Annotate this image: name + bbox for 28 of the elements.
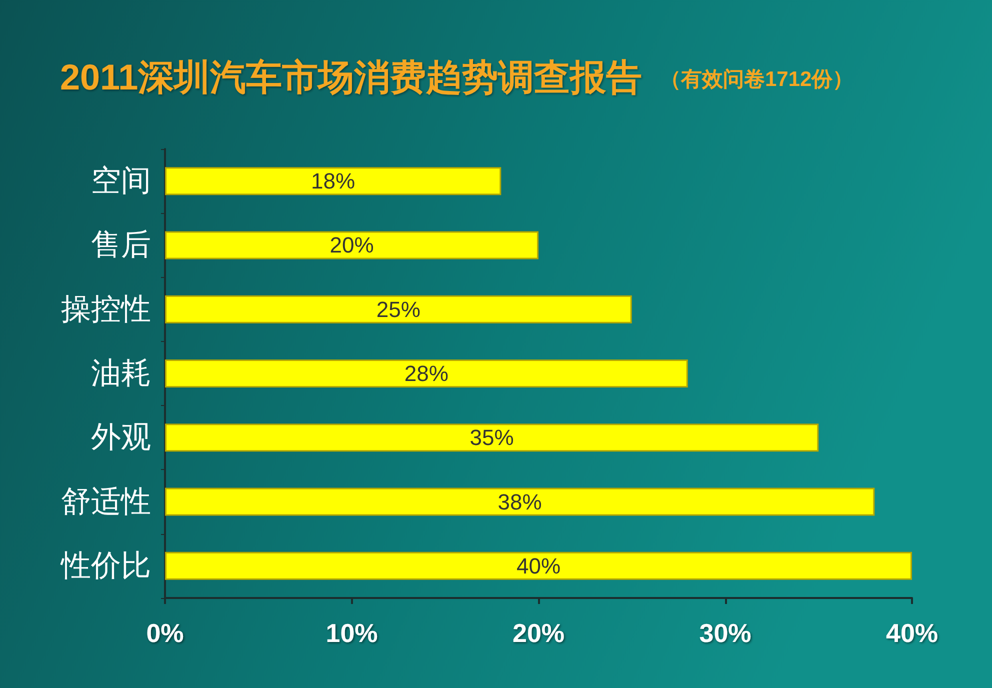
chart-subtitle: （有效问卷1712份） — [660, 68, 854, 91]
bar — [165, 360, 688, 388]
bar — [165, 424, 819, 452]
bar — [165, 167, 502, 196]
x-tick-label: 40% — [886, 618, 938, 648]
data-label: 18% — [311, 168, 356, 194]
y-tick-label: 舒适性 — [61, 485, 151, 518]
y-tick-label: 油耗 — [91, 357, 151, 390]
bar — [165, 295, 632, 324]
data-label: 40% — [516, 553, 561, 578]
x-tick-label: 0% — [146, 618, 184, 648]
x-tick-label: 30% — [699, 618, 752, 648]
x-tick-label: 10% — [326, 618, 378, 648]
data-label: 38% — [498, 489, 542, 514]
x-tick-label: 20% — [512, 618, 565, 648]
chart-title: 2011深圳汽车市场消费趋势调查报告 — [60, 56, 642, 98]
bar — [165, 488, 875, 516]
y-tick-label: 售后 — [91, 228, 151, 262]
data-label: 35% — [470, 425, 514, 450]
y-tick-label: 性价比 — [60, 549, 151, 582]
bar — [165, 552, 912, 580]
y-tick-label: 操控性 — [61, 292, 151, 326]
bar — [165, 231, 538, 260]
y-tick-label: 外观 — [91, 421, 151, 454]
data-label: 28% — [404, 361, 448, 386]
data-label: 20% — [330, 232, 374, 258]
y-tick-label: 空间 — [91, 164, 151, 198]
data-label: 25% — [376, 296, 420, 322]
